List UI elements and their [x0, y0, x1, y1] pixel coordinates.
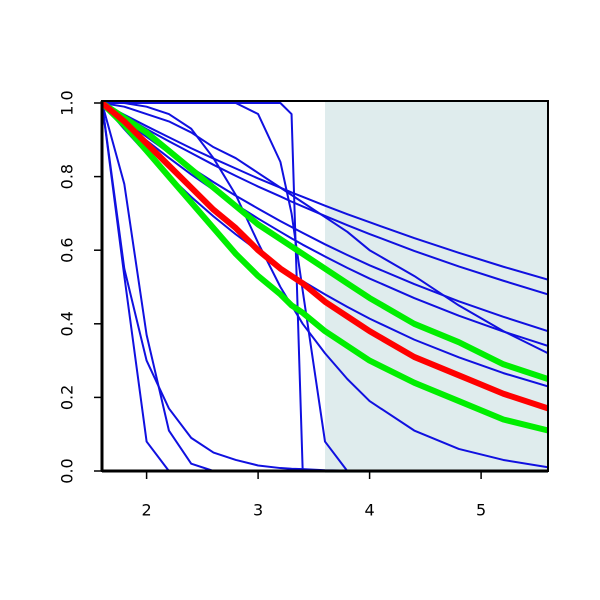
- axes: 2 3 4 5 0.0 0.2 0.4 0.6 0.8 1.0: [58, 90, 549, 520]
- series-line: [102, 102, 548, 347]
- y-tick-label: 0.2: [58, 385, 77, 410]
- y-tick-label: 0.6: [58, 237, 77, 262]
- series-line: [102, 102, 548, 296]
- y-tick-label: 0.8: [58, 164, 77, 189]
- series-line: [102, 101, 548, 434]
- y-tick-label: 1.0: [58, 90, 77, 115]
- x-tick-label: 5: [476, 501, 486, 520]
- x-tick-label: 2: [142, 501, 152, 520]
- x-tick-label: 3: [253, 501, 263, 520]
- shaded-region: [325, 101, 548, 473]
- series-line: [102, 101, 548, 412]
- series-line: [102, 101, 548, 382]
- x-tick-label: 4: [365, 501, 375, 520]
- y-tick-label: 0.4: [58, 311, 77, 336]
- plot-area: [102, 101, 548, 473]
- y-tick-label: 0.0: [58, 458, 77, 483]
